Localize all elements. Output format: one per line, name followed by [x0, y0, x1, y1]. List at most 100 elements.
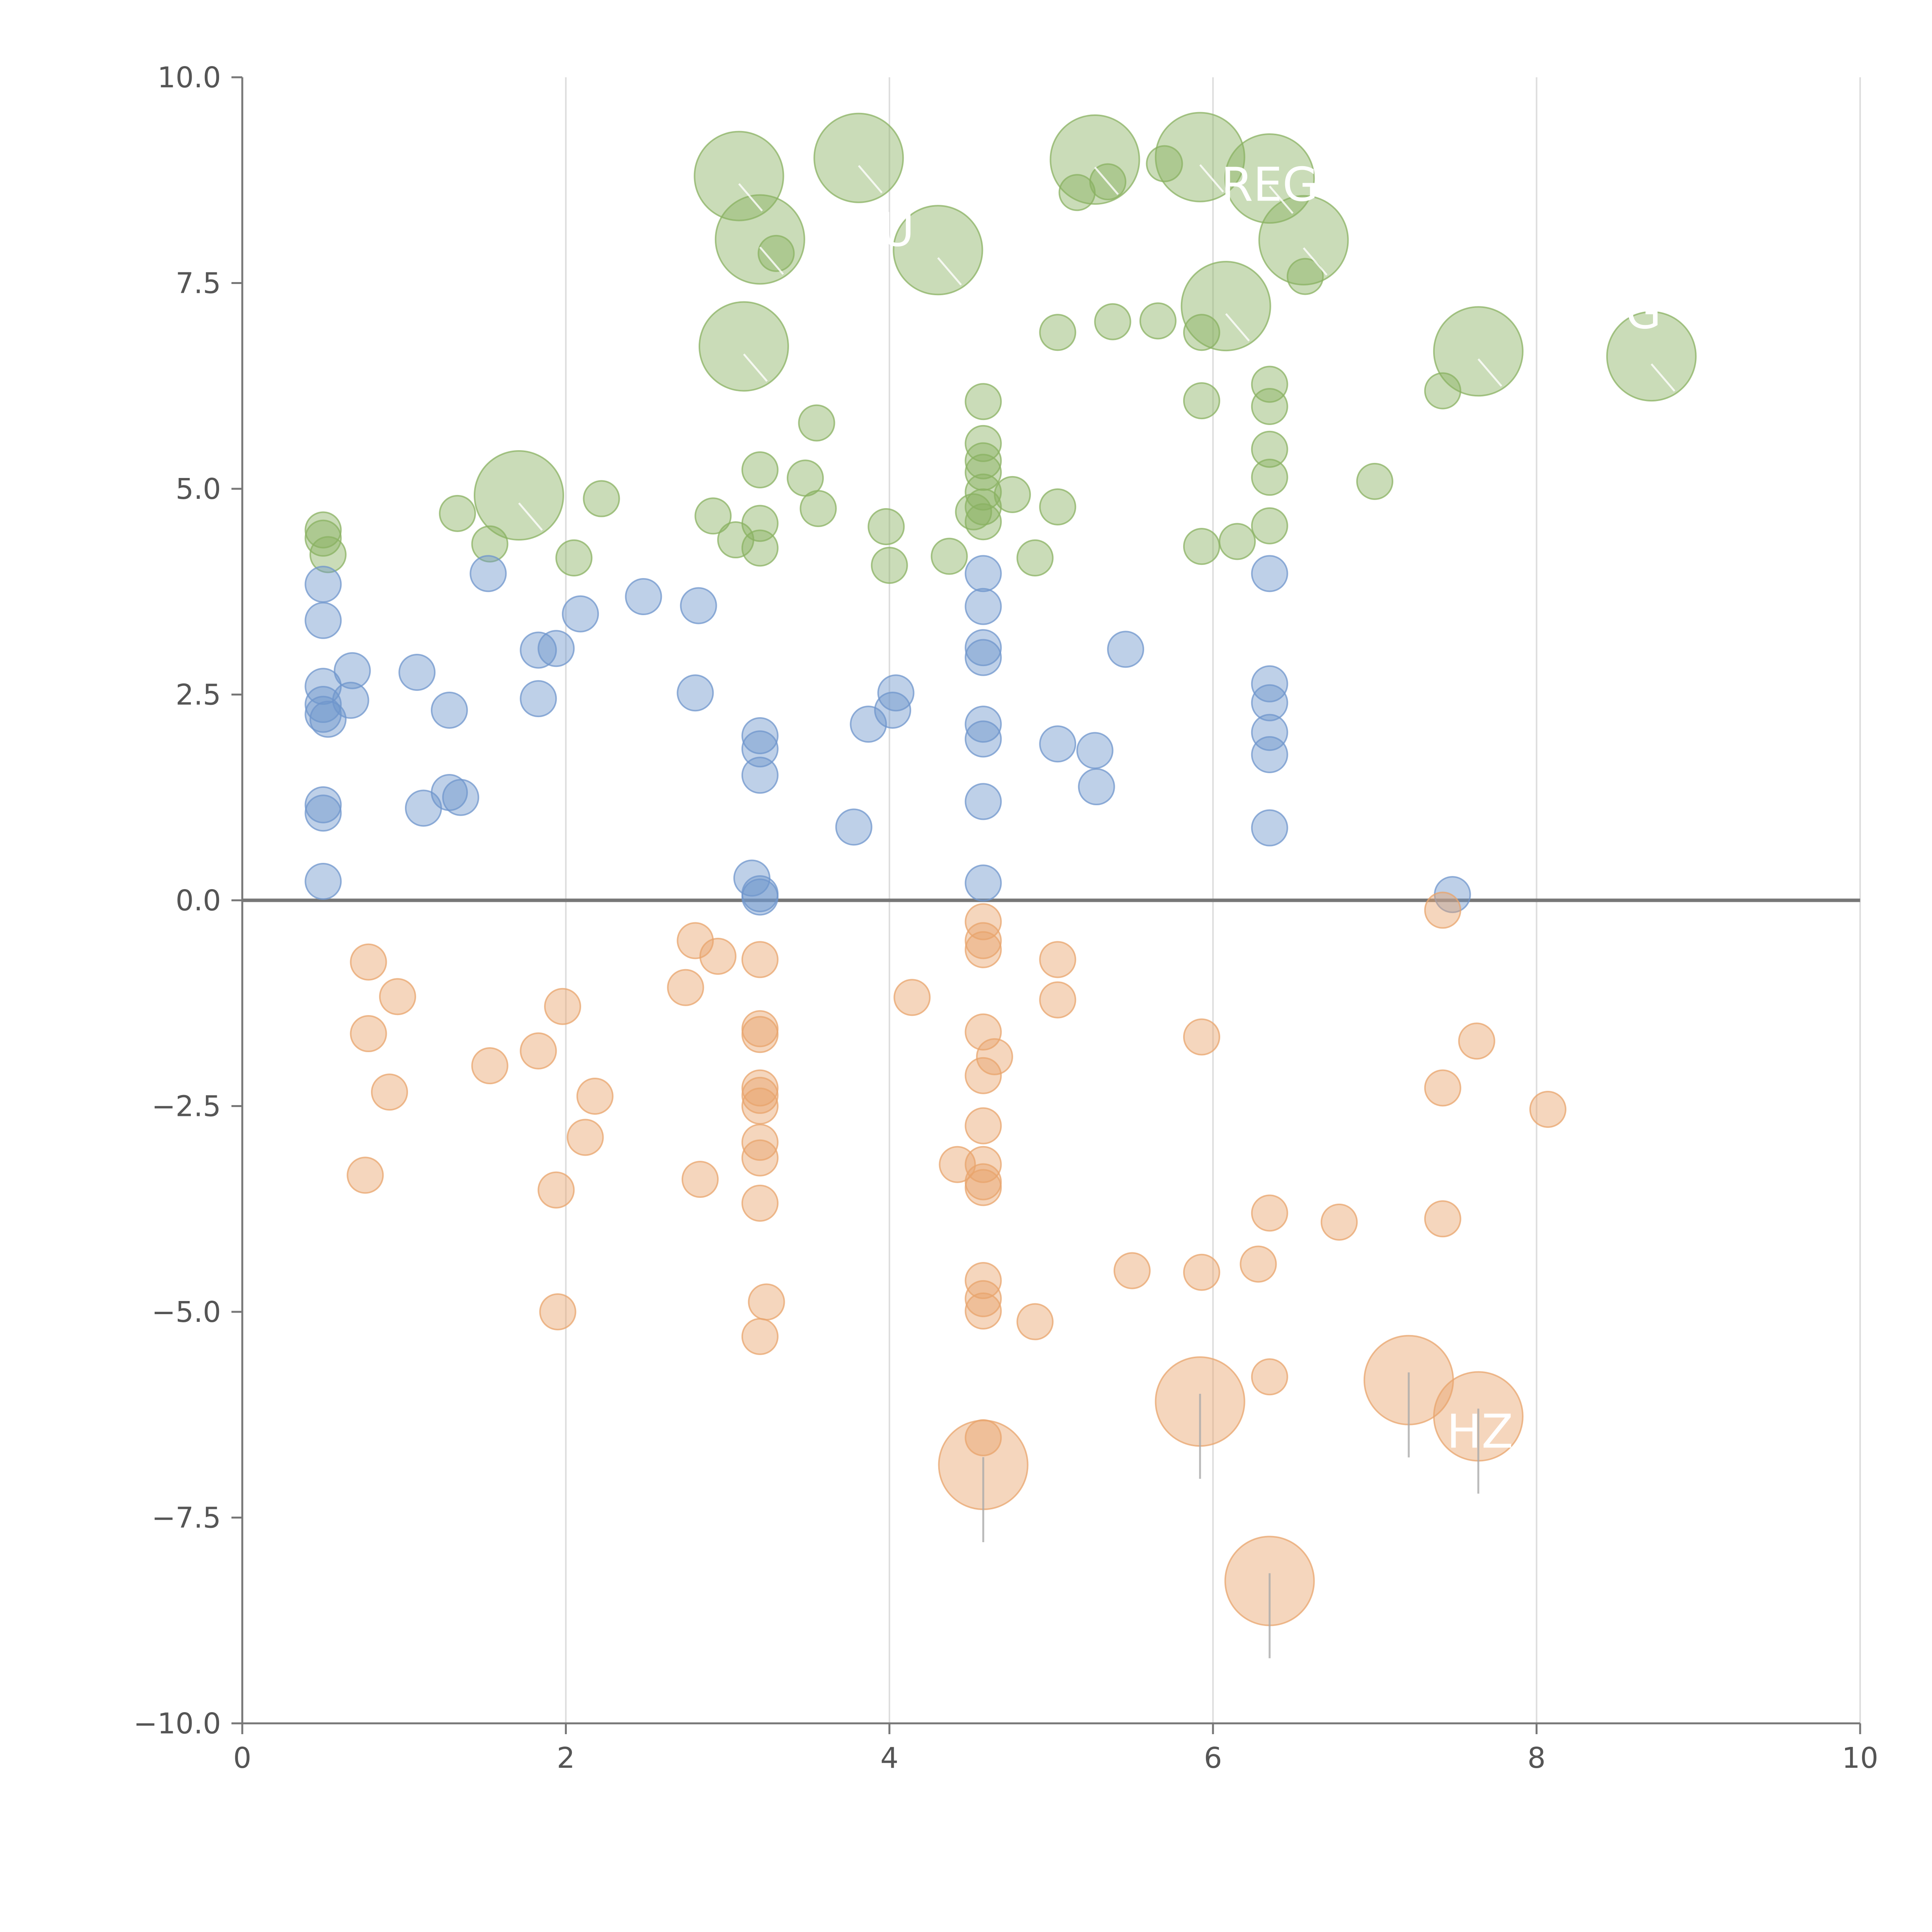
data-point	[964, 1169, 1002, 1206]
data-point	[893, 205, 983, 296]
data-point	[304, 863, 342, 900]
data-point	[469, 555, 507, 592]
data-point	[741, 1124, 779, 1161]
x-tick-label: 6	[1204, 1742, 1222, 1775]
data-point	[1251, 430, 1288, 468]
data-point	[562, 595, 599, 633]
data-point	[537, 1171, 575, 1209]
data-point	[850, 706, 887, 743]
data-point	[371, 1073, 408, 1111]
data-point	[1251, 809, 1288, 847]
data-point	[741, 451, 779, 489]
leader-line	[1303, 247, 1328, 276]
data-point	[1039, 314, 1077, 351]
data-point	[681, 1161, 719, 1198]
data-point	[583, 480, 620, 517]
data-point	[1424, 372, 1461, 410]
data-point	[576, 1077, 614, 1115]
data-point	[1183, 1253, 1220, 1291]
data-point	[964, 922, 1002, 959]
data-point	[304, 602, 342, 639]
data-point	[1183, 314, 1220, 351]
data-point	[955, 493, 992, 531]
leader-line	[858, 165, 883, 194]
data-point	[757, 235, 795, 272]
data-point	[677, 674, 714, 712]
data-point	[1219, 523, 1256, 560]
y-tick-label: 0.0	[175, 884, 221, 917]
data-point	[741, 717, 779, 754]
data-point	[1039, 725, 1077, 763]
data-point	[871, 547, 908, 584]
data-point	[964, 629, 1002, 667]
data-point	[544, 988, 582, 1025]
data-point	[442, 779, 480, 816]
data-point	[964, 1057, 1002, 1094]
data-point	[798, 404, 835, 442]
data-point	[1139, 302, 1177, 340]
data-point	[1251, 366, 1288, 403]
leader-line	[738, 183, 763, 212]
data-point	[799, 490, 837, 527]
data-point	[1258, 195, 1349, 286]
x-tick-label: 10	[1842, 1742, 1878, 1775]
data-point	[741, 878, 779, 916]
data-point	[1155, 112, 1245, 202]
x-tick-label: 4	[880, 1742, 898, 1775]
data-point	[555, 539, 593, 577]
data-point	[667, 969, 704, 1006]
data-point	[1039, 941, 1077, 978]
data-point	[1251, 684, 1288, 721]
data-point	[964, 720, 1002, 758]
data-point	[964, 864, 1002, 902]
data-point	[741, 1184, 779, 1222]
data-point	[1251, 1358, 1288, 1396]
data-point	[1606, 311, 1697, 402]
y-tick-label: 5.0	[175, 473, 221, 506]
data-point	[566, 1119, 604, 1156]
data-point	[741, 1077, 779, 1114]
data-point	[1251, 555, 1288, 592]
data-point	[430, 691, 468, 729]
data-point	[867, 508, 905, 545]
leader-line	[1650, 363, 1675, 392]
data-point	[964, 1107, 1002, 1145]
y-tick-label: 10.0	[157, 61, 221, 94]
data-point	[964, 588, 1002, 625]
data-point	[1424, 1200, 1461, 1238]
y-tick-label: −7.5	[151, 1502, 221, 1535]
data-point	[1251, 714, 1288, 751]
point-label: HZ	[1447, 1405, 1513, 1459]
leader-line	[1094, 167, 1119, 195]
y-tick-label: 2.5	[175, 679, 221, 712]
data-point	[741, 941, 779, 978]
point-label: REG	[1221, 158, 1318, 212]
data-point	[520, 1032, 557, 1070]
data-point	[741, 1139, 779, 1177]
data-point	[964, 454, 1002, 491]
data-point	[1356, 463, 1393, 500]
data-point	[741, 730, 779, 768]
x-tick-label: 2	[557, 1742, 575, 1775]
leader-line	[759, 246, 784, 275]
data-point	[304, 794, 342, 832]
data-point	[964, 706, 1002, 743]
data-point	[1094, 303, 1131, 340]
data-point	[877, 674, 915, 712]
data-point	[1286, 258, 1324, 295]
data-point	[1078, 768, 1115, 806]
data-point	[964, 555, 1002, 592]
point-label: G	[1625, 286, 1661, 340]
leader-line	[1477, 358, 1502, 387]
data-point	[1076, 732, 1114, 769]
data-point	[741, 1087, 779, 1125]
data-point	[748, 1283, 785, 1321]
axes-layer: −10.0 −7.5 −5.0 −2.5 0.0 2.5 5.0 7.5 10.0 0 2 4 6 8 10	[133, 61, 1878, 1775]
data-point	[1529, 1091, 1566, 1128]
data-point	[835, 808, 872, 846]
y-tick-label: −10.0	[133, 1707, 221, 1740]
data-point	[1240, 1245, 1277, 1283]
data-point	[930, 537, 968, 575]
